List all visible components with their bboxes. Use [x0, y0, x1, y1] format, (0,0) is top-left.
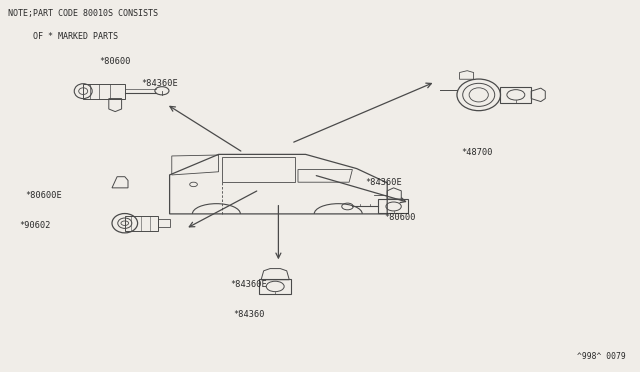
Bar — [125, 216, 158, 231]
Text: *80600: *80600 — [99, 57, 131, 66]
Text: OF * MARKED PARTS: OF * MARKED PARTS — [8, 32, 118, 41]
Bar — [378, 199, 408, 213]
Text: *84360: *84360 — [234, 310, 265, 319]
Text: *84360E: *84360E — [141, 79, 177, 88]
Bar — [500, 87, 531, 103]
Text: *90602: *90602 — [19, 221, 51, 230]
Text: NOTE;PART CODE 80010S CONSISTS: NOTE;PART CODE 80010S CONSISTS — [8, 9, 157, 18]
Bar — [259, 279, 291, 294]
Text: ^998^ 0079: ^998^ 0079 — [577, 352, 626, 361]
Text: *84360E: *84360E — [230, 280, 267, 289]
Text: *84360E: *84360E — [365, 178, 401, 187]
Text: *80600: *80600 — [384, 213, 415, 222]
Bar — [83, 84, 125, 99]
Text: *80600E: *80600E — [26, 191, 62, 200]
Bar — [158, 219, 170, 227]
Text: *48700: *48700 — [461, 148, 492, 157]
